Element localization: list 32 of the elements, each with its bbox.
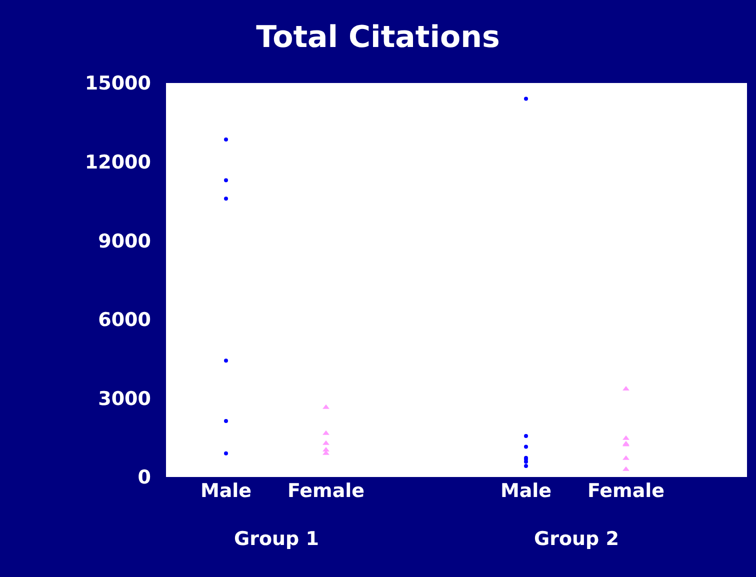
point <box>322 404 330 409</box>
y-tick-label: 15000 <box>84 72 151 95</box>
x-tick-label: Male <box>200 480 252 502</box>
y-tick-label: 9000 <box>98 230 151 252</box>
text: Group 2 <box>534 528 619 550</box>
point <box>524 434 528 438</box>
y-tick-label: 3000 <box>98 388 151 410</box>
chart-title: Total Citations <box>256 20 500 55</box>
point <box>524 464 528 468</box>
point <box>322 440 330 445</box>
point <box>622 466 630 471</box>
point <box>524 444 528 449</box>
y-tick-label: 0 <box>138 466 151 489</box>
text: Group 1 <box>234 528 319 550</box>
x-tick-label: Female <box>287 480 365 502</box>
point <box>224 419 228 424</box>
x-tick-label: Female <box>587 480 665 502</box>
y-tick-label: 12000 <box>84 151 151 174</box>
point <box>322 446 330 452</box>
point <box>524 96 528 101</box>
y-tick-label: 6000 <box>98 309 151 332</box>
point <box>224 137 228 142</box>
x-tick-label: Male <box>500 480 552 502</box>
point <box>224 358 228 363</box>
point <box>524 460 528 464</box>
point <box>622 386 630 391</box>
point <box>224 196 228 201</box>
point <box>622 435 630 440</box>
point <box>322 430 330 435</box>
point <box>224 451 228 456</box>
point <box>622 455 630 460</box>
point <box>224 178 228 182</box>
